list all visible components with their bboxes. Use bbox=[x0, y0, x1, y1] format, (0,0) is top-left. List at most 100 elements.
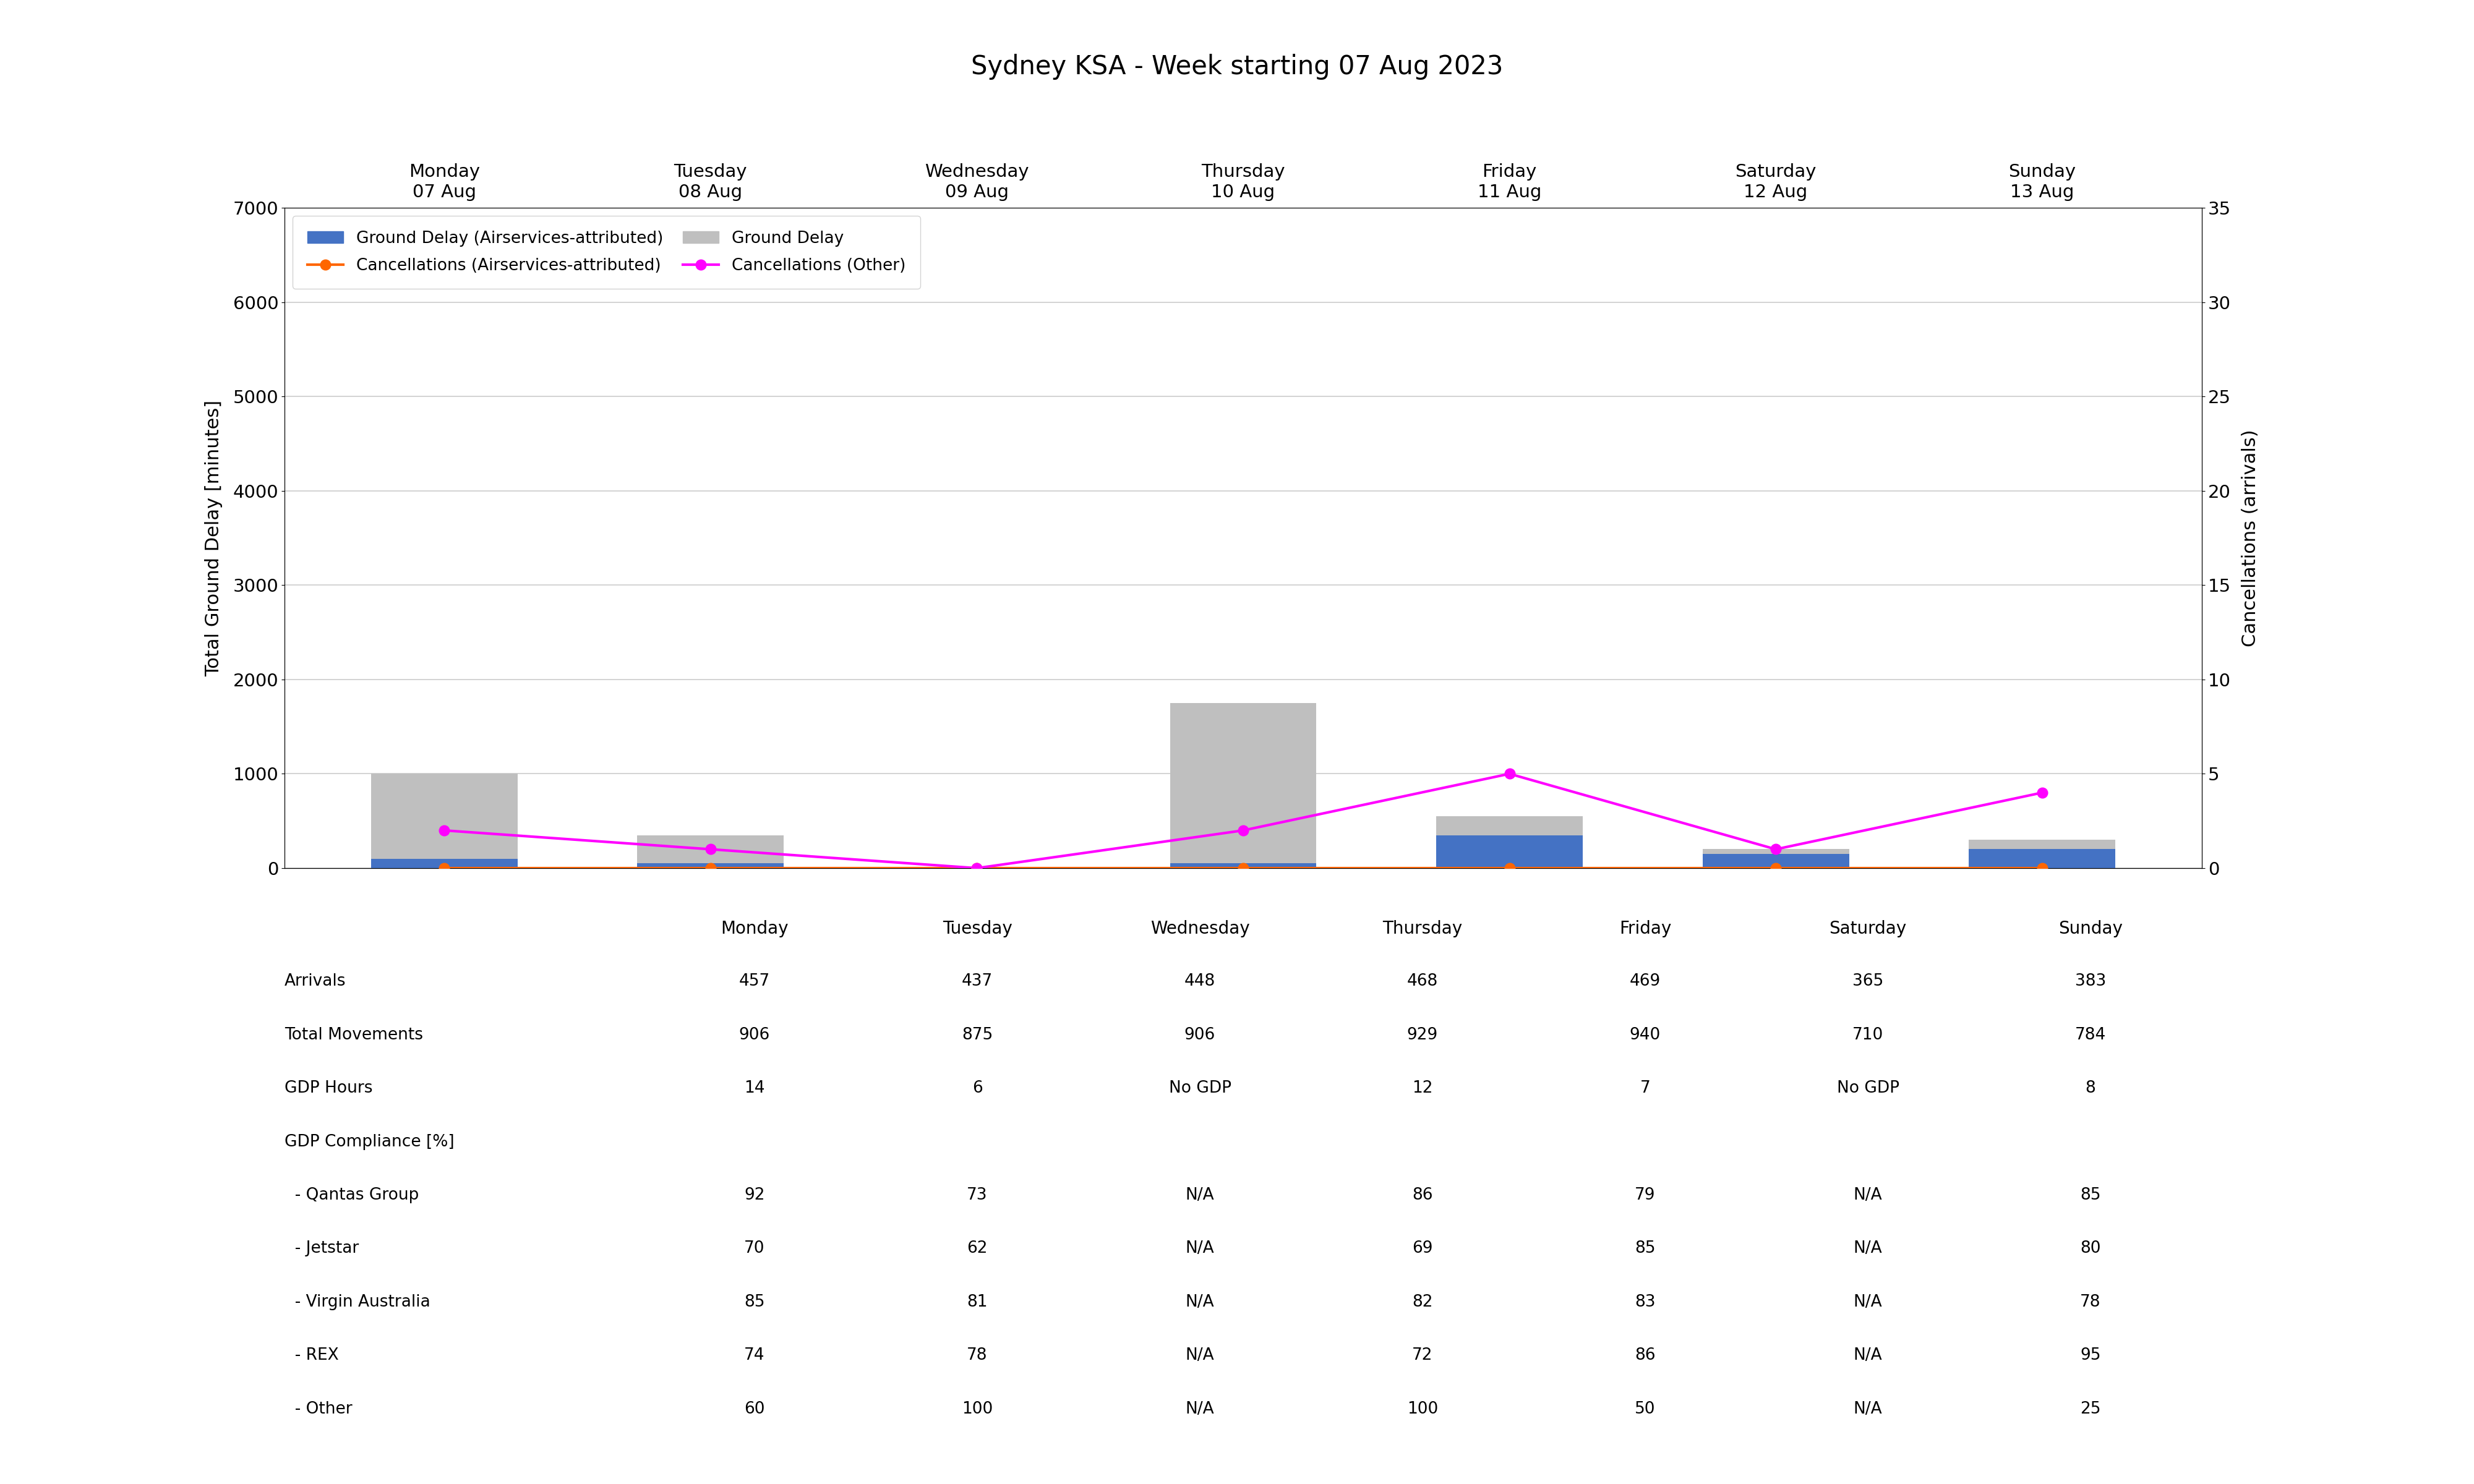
Text: Saturday: Saturday bbox=[1828, 920, 1907, 938]
Text: 82: 82 bbox=[1413, 1294, 1432, 1310]
Text: N/A: N/A bbox=[1185, 1294, 1215, 1310]
Line: Cancellations (Airservices-attributed): Cancellations (Airservices-attributed) bbox=[440, 864, 2048, 873]
Text: 6: 6 bbox=[972, 1080, 982, 1097]
Text: 365: 365 bbox=[1853, 974, 1883, 990]
Bar bbox=[1437, 835, 1583, 868]
Text: 85: 85 bbox=[2081, 1187, 2100, 1204]
Text: 83: 83 bbox=[1635, 1294, 1655, 1310]
Text: 383: 383 bbox=[2076, 974, 2105, 990]
Text: - Qantas Group: - Qantas Group bbox=[285, 1187, 418, 1204]
Text: Wednesday: Wednesday bbox=[1150, 920, 1249, 938]
Text: Thursday: Thursday bbox=[1383, 920, 1462, 938]
Cancellations (Airservices-attributed) bbox=[430, 859, 460, 877]
Legend: Ground Delay (Airservices-attributed), Cancellations (Airservices-attributed), G: Ground Delay (Airservices-attributed), C… bbox=[292, 215, 920, 289]
Text: - Virgin Australia: - Virgin Australia bbox=[285, 1294, 430, 1310]
Bar bbox=[1170, 703, 1316, 868]
Text: Friday: Friday bbox=[1618, 920, 1672, 938]
Text: 784: 784 bbox=[2076, 1027, 2105, 1043]
Line: Cancellations (Other): Cancellations (Other) bbox=[440, 769, 2048, 873]
Text: 100: 100 bbox=[1408, 1401, 1437, 1417]
Text: 92: 92 bbox=[745, 1187, 764, 1204]
Text: 60: 60 bbox=[745, 1401, 764, 1417]
Text: N/A: N/A bbox=[1853, 1347, 1883, 1364]
Cancellations (Other) bbox=[2026, 784, 2056, 801]
Bar bbox=[1702, 853, 1848, 868]
Cancellations (Other) bbox=[430, 822, 460, 840]
Text: Tuesday: Tuesday bbox=[943, 920, 1012, 938]
Text: N/A: N/A bbox=[1853, 1187, 1883, 1204]
Text: N/A: N/A bbox=[1185, 1241, 1215, 1257]
Text: - REX: - REX bbox=[285, 1347, 339, 1364]
Text: 710: 710 bbox=[1853, 1027, 1883, 1043]
Cancellations (Other) bbox=[1761, 840, 1791, 858]
Cancellations (Other) bbox=[695, 840, 725, 858]
Text: 448: 448 bbox=[1185, 974, 1215, 990]
Text: 100: 100 bbox=[962, 1401, 992, 1417]
Text: 95: 95 bbox=[2081, 1347, 2100, 1364]
Bar bbox=[1702, 849, 1848, 868]
Bar bbox=[1437, 816, 1583, 868]
Cancellations (Other) bbox=[1230, 822, 1259, 840]
Cancellations (Other) bbox=[962, 859, 992, 877]
Bar bbox=[371, 773, 517, 868]
Bar bbox=[1969, 849, 2115, 868]
Cancellations (Airservices-attributed) bbox=[2026, 859, 2056, 877]
Text: 906: 906 bbox=[1185, 1027, 1215, 1043]
Text: - Jetstar: - Jetstar bbox=[285, 1241, 359, 1257]
Text: 86: 86 bbox=[1413, 1187, 1432, 1204]
Cancellations (Airservices-attributed) bbox=[695, 859, 725, 877]
Text: N/A: N/A bbox=[1853, 1294, 1883, 1310]
Text: 79: 79 bbox=[1635, 1187, 1655, 1204]
Text: Sydney KSA - Week starting 07 Aug 2023: Sydney KSA - Week starting 07 Aug 2023 bbox=[970, 53, 1504, 80]
Bar bbox=[371, 859, 517, 868]
Text: 80: 80 bbox=[2081, 1241, 2100, 1257]
Text: N/A: N/A bbox=[1185, 1347, 1215, 1364]
Text: 62: 62 bbox=[967, 1241, 987, 1257]
Y-axis label: Cancellations (arrivals): Cancellations (arrivals) bbox=[2241, 429, 2259, 647]
Text: 457: 457 bbox=[740, 974, 769, 990]
Text: GDP Compliance [%]: GDP Compliance [%] bbox=[285, 1134, 455, 1150]
Text: No GDP: No GDP bbox=[1168, 1080, 1232, 1097]
Text: N/A: N/A bbox=[1185, 1401, 1215, 1417]
Text: 14: 14 bbox=[745, 1080, 764, 1097]
Bar bbox=[1969, 840, 2115, 868]
Cancellations (Airservices-attributed) bbox=[1494, 859, 1524, 877]
Text: 78: 78 bbox=[2081, 1294, 2100, 1310]
Bar bbox=[638, 835, 784, 868]
Text: Total Movements: Total Movements bbox=[285, 1027, 423, 1043]
Text: 875: 875 bbox=[962, 1027, 992, 1043]
Text: GDP Hours: GDP Hours bbox=[285, 1080, 374, 1097]
Text: 50: 50 bbox=[1635, 1401, 1655, 1417]
Text: 8: 8 bbox=[2086, 1080, 2095, 1097]
Text: 85: 85 bbox=[1635, 1241, 1655, 1257]
Text: 85: 85 bbox=[745, 1294, 764, 1310]
Cancellations (Other) bbox=[1494, 764, 1524, 782]
Cancellations (Airservices-attributed) bbox=[1761, 859, 1791, 877]
Text: 70: 70 bbox=[745, 1241, 764, 1257]
Text: No GDP: No GDP bbox=[1836, 1080, 1900, 1097]
Text: 69: 69 bbox=[1413, 1241, 1432, 1257]
Text: 78: 78 bbox=[967, 1347, 987, 1364]
Text: 468: 468 bbox=[1408, 974, 1437, 990]
Text: 72: 72 bbox=[1413, 1347, 1432, 1364]
Cancellations (Airservices-attributed) bbox=[962, 859, 992, 877]
Text: Arrivals: Arrivals bbox=[285, 974, 346, 990]
Text: 906: 906 bbox=[740, 1027, 769, 1043]
Text: 25: 25 bbox=[2081, 1401, 2100, 1417]
Text: 929: 929 bbox=[1408, 1027, 1437, 1043]
Text: 469: 469 bbox=[1630, 974, 1660, 990]
Text: - Other: - Other bbox=[285, 1401, 351, 1417]
Text: N/A: N/A bbox=[1853, 1401, 1883, 1417]
Text: 86: 86 bbox=[1635, 1347, 1655, 1364]
Text: 940: 940 bbox=[1630, 1027, 1660, 1043]
Bar bbox=[1170, 864, 1316, 868]
Y-axis label: Total Ground Delay [minutes]: Total Ground Delay [minutes] bbox=[205, 399, 223, 677]
Text: N/A: N/A bbox=[1853, 1241, 1883, 1257]
Text: 74: 74 bbox=[745, 1347, 764, 1364]
Text: 437: 437 bbox=[962, 974, 992, 990]
Text: 81: 81 bbox=[967, 1294, 987, 1310]
Text: Sunday: Sunday bbox=[2058, 920, 2123, 938]
Text: Monday: Monday bbox=[720, 920, 789, 938]
Bar bbox=[638, 864, 784, 868]
Text: 7: 7 bbox=[1640, 1080, 1650, 1097]
